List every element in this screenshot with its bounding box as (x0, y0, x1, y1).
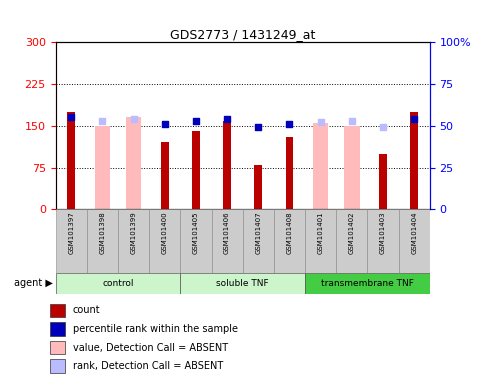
Bar (274, 209, 305, 273)
Bar (336, 209, 368, 273)
Bar (192, 131, 200, 209)
Point (129, 116, 137, 122)
Text: rank, Detection Call = ABSENT: rank, Detection Call = ABSENT (73, 361, 223, 371)
Bar (56, 209, 87, 273)
Text: GSM101402: GSM101402 (349, 211, 355, 254)
Point (411, 116, 418, 122)
Point (192, 118, 200, 124)
Bar (50, 359, 65, 373)
Text: GSM101405: GSM101405 (193, 211, 199, 254)
Point (348, 118, 356, 124)
Text: percentile rank within the sample: percentile rank within the sample (73, 324, 238, 334)
Point (317, 119, 325, 126)
Text: GSM101399: GSM101399 (130, 211, 137, 254)
Text: GSM101406: GSM101406 (224, 211, 230, 254)
Bar (398, 209, 430, 273)
Bar (285, 137, 293, 209)
Bar (126, 118, 142, 209)
Text: GSM101408: GSM101408 (286, 211, 293, 254)
Bar (118, 209, 149, 273)
Text: GSM101398: GSM101398 (99, 211, 105, 254)
Bar (180, 273, 305, 294)
Title: GDS2773 / 1431249_at: GDS2773 / 1431249_at (170, 28, 315, 41)
Text: GSM101397: GSM101397 (68, 211, 74, 254)
Text: agent ▶: agent ▶ (14, 278, 53, 288)
Bar (305, 273, 430, 294)
Point (67, 114, 75, 121)
Bar (161, 142, 169, 209)
Point (223, 116, 231, 122)
Bar (242, 209, 274, 273)
Bar (368, 209, 398, 273)
Point (255, 124, 262, 131)
Text: GSM101400: GSM101400 (162, 211, 168, 254)
Point (379, 124, 387, 131)
Point (99, 118, 106, 124)
Point (285, 121, 293, 127)
Point (161, 121, 169, 127)
Text: GSM101401: GSM101401 (318, 211, 324, 254)
Bar (56, 273, 180, 294)
Bar (50, 341, 65, 354)
Text: count: count (73, 305, 100, 315)
Bar (212, 209, 242, 273)
Bar (180, 209, 212, 273)
Bar (67, 112, 75, 209)
Bar (95, 126, 110, 209)
Bar (313, 123, 328, 209)
Bar (87, 209, 118, 273)
Bar (344, 126, 360, 209)
Text: value, Detection Call = ABSENT: value, Detection Call = ABSENT (73, 343, 228, 353)
Text: transmembrane TNF: transmembrane TNF (321, 279, 414, 288)
Text: GSM101407: GSM101407 (256, 211, 261, 254)
Bar (255, 165, 262, 209)
Bar (379, 154, 387, 209)
Bar (149, 209, 180, 273)
Text: control: control (102, 279, 134, 288)
Bar (411, 112, 418, 209)
Text: GSM101403: GSM101403 (380, 211, 386, 254)
Text: soluble TNF: soluble TNF (216, 279, 269, 288)
Bar (223, 121, 231, 209)
Bar (50, 322, 65, 336)
Bar (50, 303, 65, 317)
Text: GSM101404: GSM101404 (411, 211, 417, 254)
Bar (305, 209, 336, 273)
